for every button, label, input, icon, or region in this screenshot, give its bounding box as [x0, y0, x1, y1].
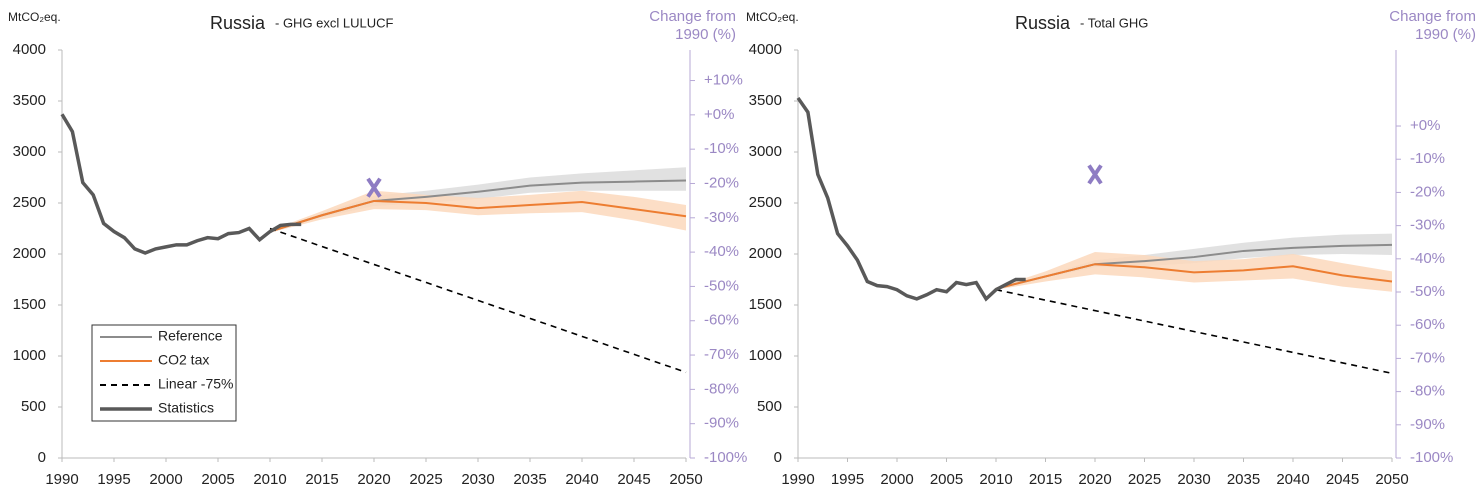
x-tick-label: 1995: [97, 471, 130, 488]
x-tick-label: 2030: [1177, 471, 1210, 488]
y2-tick-label: -70%: [704, 346, 739, 363]
x-tick-label: 2040: [1276, 471, 1309, 488]
series-line: [995, 263, 1393, 290]
y2-tick-label: +10%: [704, 72, 743, 89]
y-tick-label: 1500: [749, 296, 782, 313]
y2-tick-label: -10%: [704, 140, 739, 157]
x-tick-label: 2040: [565, 471, 598, 488]
series-line: [995, 288, 1393, 375]
y2-tick-label: -100%: [1410, 449, 1453, 466]
x-tick-label: 2010: [979, 471, 1012, 488]
legend-label: Statistics: [158, 400, 214, 416]
x-tick-label: 1990: [45, 471, 78, 488]
x-tick-label: 2035: [513, 471, 546, 488]
target-marker: [366, 177, 382, 198]
chart-title: Russia: [1015, 13, 1071, 33]
y-tick-label: 3500: [749, 92, 782, 109]
x-tick-label: 2000: [880, 471, 913, 488]
x-tick-label: 1990: [781, 471, 814, 488]
y-tick-label: 0: [38, 449, 46, 466]
y2-tick-label: -70%: [1410, 349, 1445, 366]
legend-box: [91, 324, 237, 422]
legend-label: Reference: [158, 328, 223, 344]
y2-tick-label: -80%: [1410, 383, 1445, 400]
y2-axis-label: Change from: [649, 8, 736, 25]
chart-subtitle: - GHG excl LULUCF: [275, 15, 394, 30]
y2-tick-label: -100%: [704, 449, 747, 466]
x-tick-label: 2015: [305, 471, 338, 488]
chart: Russia - GHG excl LULUCF MtCO₂eq. Change fr…: [8, 8, 747, 488]
y2-tick-label: -90%: [704, 415, 739, 432]
y2-tick-label: -40%: [704, 243, 739, 260]
y-tick-label: 3000: [13, 143, 46, 160]
y2-tick-label: -60%: [1410, 316, 1445, 333]
y2-tick-label: -40%: [1410, 250, 1445, 267]
x-tick-label: 2005: [930, 471, 963, 488]
y-tick-label: 2500: [13, 194, 46, 211]
y2-tick-label: +0%: [1410, 117, 1440, 134]
y-tick-label: 3500: [13, 92, 46, 109]
x-tick-label: 2020: [1078, 471, 1111, 488]
x-tick-label: 2000: [149, 471, 182, 488]
series-line: [269, 199, 687, 233]
y-tick-label: 0: [774, 449, 782, 466]
x-tick-label: 2015: [1029, 471, 1062, 488]
y-tick-label: 500: [757, 398, 782, 415]
y2-tick-label: -20%: [1410, 183, 1445, 200]
chart-subtitle: - Total GHG: [1080, 15, 1148, 30]
target-marker: [1087, 164, 1103, 185]
x-tick-label: 2025: [409, 471, 442, 488]
y2-tick-label: -10%: [1410, 150, 1445, 167]
y-tick-label: 1000: [13, 347, 46, 364]
x-tick-label: 2045: [617, 471, 650, 488]
series-line: [796, 96, 1026, 302]
x-tick-label: 2050: [669, 471, 702, 488]
legend-label: CO2 tax: [158, 352, 209, 368]
y-tick-label: 4000: [749, 41, 782, 58]
x-tick-label: 2020: [357, 471, 390, 488]
y2-tick-label: -80%: [704, 380, 739, 397]
y2-tick-label: -50%: [1410, 283, 1445, 300]
y2-tick-label: -30%: [1410, 217, 1445, 234]
y-tick-label: 1500: [13, 296, 46, 313]
x-tick-label: 2035: [1227, 471, 1260, 488]
y-axis-label: MtCO₂eq.: [8, 10, 61, 24]
x-tick-label: 2050: [1375, 471, 1408, 488]
y2-tick-label: -60%: [704, 312, 739, 329]
x-tick-label: 2030: [461, 471, 494, 488]
y2-tick-label: -50%: [704, 277, 739, 294]
y-tick-label: 2000: [13, 245, 46, 262]
x-tick-label: 1995: [831, 471, 864, 488]
x-tick-label: 2005: [201, 471, 234, 488]
y-tick-label: 500: [21, 398, 46, 415]
y2-tick-label: -90%: [1410, 416, 1445, 433]
x-tick-label: 2045: [1326, 471, 1359, 488]
y2-tick-label: +0%: [704, 106, 734, 123]
x-tick-label: 2025: [1128, 471, 1161, 488]
y2-tick-label: -30%: [704, 209, 739, 226]
y-tick-label: 4000: [13, 41, 46, 58]
y-tick-label: 3000: [749, 143, 782, 160]
chart-title: Russia: [210, 13, 266, 33]
series-line: [269, 227, 687, 374]
y-tick-label: 1000: [749, 347, 782, 364]
y2-axis-label: 1990 (%): [1415, 26, 1476, 43]
y-tick-label: 2000: [749, 245, 782, 262]
x-tick-label: 2010: [253, 471, 286, 488]
legend-label: Linear -75%: [158, 376, 234, 392]
y2-axis-label: 1990 (%): [675, 26, 736, 43]
y2-axis-label: Change from: [1389, 8, 1476, 25]
series-line: [60, 113, 302, 255]
y2-tick-label: -20%: [704, 174, 739, 191]
y-tick-label: 2500: [749, 194, 782, 211]
y-axis-label: MtCO₂eq.: [746, 10, 799, 24]
